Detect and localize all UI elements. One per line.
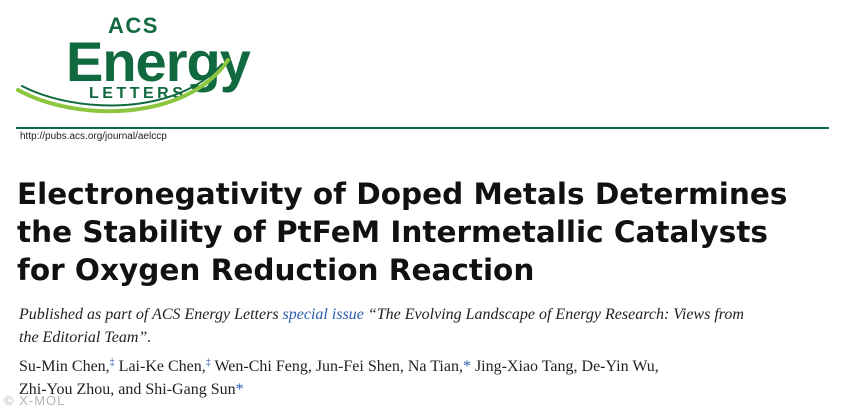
logo-swoosh-inner — [21, 63, 223, 107]
title-line: the Stability of PtFeM Intermetallic Cat… — [17, 215, 768, 249]
published-note: Published as part of ACS Energy Letters … — [19, 303, 849, 349]
corresponding-mark[interactable]: * — [235, 381, 244, 398]
logo-letters-text: LETTERS — [89, 85, 186, 102]
author-list: Su-Min Chen,‡ Lai-Ke Chen,‡ Wen-Chi Feng… — [19, 355, 849, 401]
watermark: © X-MOL — [4, 393, 66, 408]
author-name[interactable]: Zhi-You Zhou, and Shi-Gang Sun — [19, 381, 236, 398]
author-name[interactable]: Jing-Xiao Tang, De-Yin Wu, — [470, 358, 659, 375]
title-line: Electronegativity of Doped Metals Determ… — [17, 177, 788, 211]
author-name[interactable]: Su-Min Chen, — [19, 358, 110, 375]
journal-masthead: ACS Energy LETTERS — [16, 4, 306, 122]
author-name[interactable]: Lai-Ke Chen, — [114, 358, 206, 375]
logo-acs-text: ACS — [108, 13, 159, 38]
header-rule — [16, 127, 829, 129]
logo-swoosh — [16, 58, 230, 114]
logo-energy-text: Energy — [66, 30, 251, 93]
author-name[interactable]: Wen-Chi Feng, Jun-Fei Shen, Na Tian, — [210, 358, 463, 375]
acs-energy-letters-logo: ACS Energy LETTERS — [16, 13, 252, 114]
published-prefix: Published as part of ACS Energy Letters — [19, 306, 279, 323]
article-title: Electronegativity of Doped Metals Determ… — [17, 175, 847, 289]
published-line2: the Editorial Team”. — [19, 329, 152, 346]
special-issue-link[interactable]: special issue — [282, 306, 364, 323]
corresponding-mark[interactable]: * — [462, 358, 471, 375]
title-line: for Oxygen Reduction Reaction — [17, 253, 535, 287]
affiliation-mark[interactable]: ‡ — [205, 357, 211, 368]
journal-url[interactable]: http://pubs.acs.org/journal/aelccp — [20, 131, 167, 142]
published-suffix: “The Evolving Landscape of Energy Resear… — [367, 306, 744, 323]
affiliation-mark[interactable]: ‡ — [109, 357, 115, 368]
